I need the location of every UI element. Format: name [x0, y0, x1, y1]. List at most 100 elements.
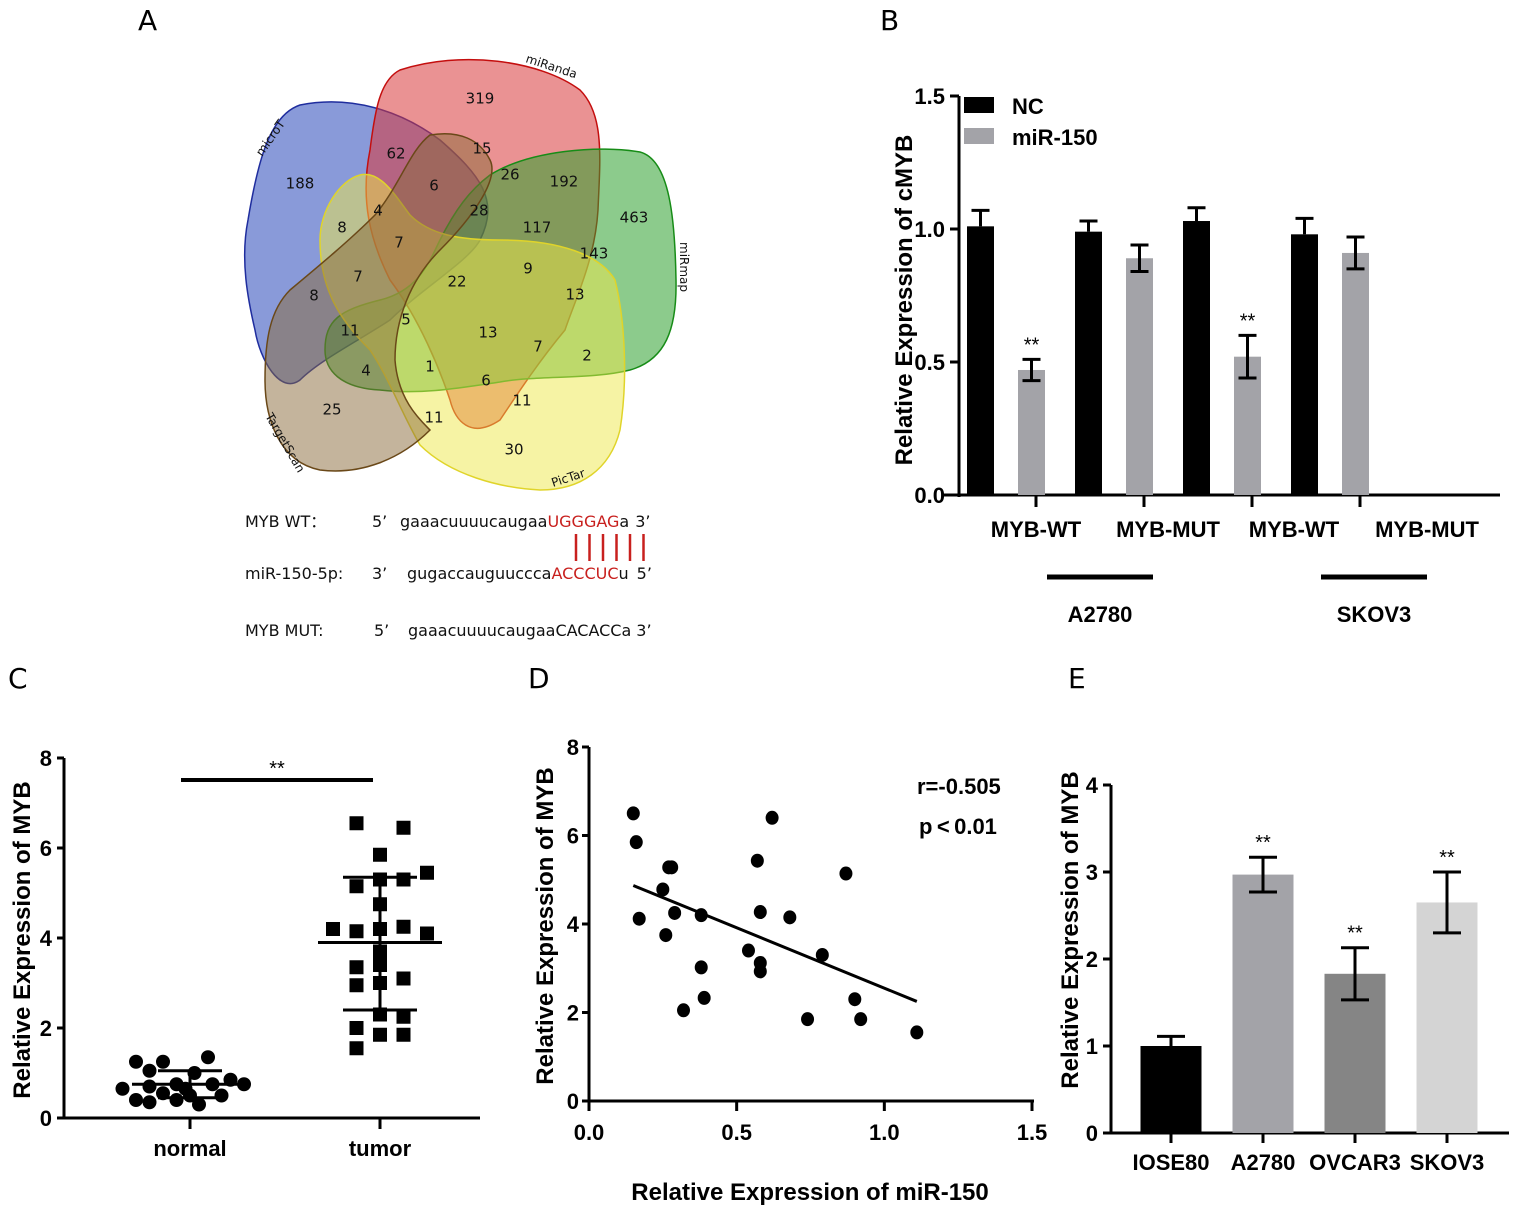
panel-letter-d: D: [528, 662, 550, 695]
bar-mir-150: [1018, 369, 1045, 495]
y-tick-label: 1.0: [914, 217, 945, 242]
seq-mut-5prime: 5’: [374, 621, 389, 640]
venn-region-count: 30: [504, 441, 523, 459]
data-point: [420, 926, 434, 941]
venn-region-count: 319: [466, 90, 495, 108]
y-tick-label: 1.5: [914, 84, 945, 109]
data-point: [142, 1079, 157, 1094]
bar-mir-150: [1234, 356, 1261, 495]
x-tick-label: 0.0: [574, 1120, 605, 1145]
seq-mut-3prime: 3’: [636, 621, 651, 640]
group-label: A2780: [1068, 602, 1133, 627]
data-point: [349, 1021, 364, 1035]
x-tick-label: 1.0: [869, 1120, 900, 1145]
x-tick-label: A2780: [1231, 1150, 1296, 1175]
venn-region-count: 6: [481, 372, 491, 390]
data-point: [349, 960, 364, 975]
data-point: [326, 922, 340, 936]
y-tick-label: 2: [567, 1001, 579, 1026]
bar: [1232, 874, 1294, 1133]
venn-region-count: 26: [500, 166, 519, 184]
data-point: [694, 960, 708, 975]
y-tick-label: 0: [567, 1089, 579, 1114]
data-point: [659, 928, 673, 943]
data-point: [396, 1027, 411, 1042]
venn-region-count: 7: [533, 338, 543, 356]
panel-letter-a: A: [138, 4, 157, 37]
data-point: [801, 1012, 815, 1027]
bar-nc: [967, 226, 994, 495]
data-point: [750, 853, 764, 868]
data-point: [626, 806, 640, 821]
panel-letter-b: B: [880, 4, 899, 37]
significance-label: **: [1255, 832, 1271, 854]
data-point: [214, 1088, 229, 1103]
data-point: [349, 816, 364, 831]
y-tick-label: 4: [567, 912, 580, 937]
y-axis-title: Relative Expression of MYB: [532, 767, 559, 1084]
data-point: [753, 964, 767, 979]
y-axis-title: Relative Expression of MYB: [1057, 771, 1084, 1088]
data-point: [142, 1063, 157, 1078]
data-point: [697, 990, 711, 1005]
venn-region-count: 463: [620, 209, 649, 227]
venn-region-count: 22: [447, 273, 466, 291]
data-point: [373, 1027, 387, 1042]
venn-region-count: 4: [361, 362, 371, 380]
x-tick-label: tumor: [349, 1136, 412, 1161]
bar-nc: [1075, 231, 1102, 495]
seq-mut-sequence: gaaacuuuucaugaaCACACCa 3’: [408, 621, 652, 640]
y-axis-title: Relative Expression of MYB: [9, 781, 36, 1098]
data-point: [677, 1003, 691, 1018]
y-tick-label: 4: [1086, 773, 1099, 798]
data-point: [129, 1093, 143, 1107]
venn-region-count: 62: [386, 145, 405, 163]
venn-region-count: 13: [478, 324, 497, 342]
venn-region-count: 117: [523, 219, 552, 237]
pairing-lines: [574, 534, 645, 561]
x-axis-title: Relative Expression of miR-150: [631, 1179, 988, 1206]
seq-wt-label: MYB WT：: [245, 512, 326, 531]
bar-nc: [1291, 234, 1318, 495]
group-label: SKOV3: [1337, 602, 1412, 627]
chart-b: 0.0 0.5 1.0 1.5 Relative Expression of cMYB *…: [891, 84, 1500, 627]
data-point: [848, 992, 862, 1007]
seq-mir-sequence: gugaccauguucccaACCCUCu 5’: [407, 564, 652, 583]
significance-label: **: [1240, 310, 1256, 332]
y-tick-label: 2: [1086, 947, 1098, 972]
data-point: [396, 820, 411, 835]
y-tick-label: 0: [1086, 1121, 1098, 1146]
x-tick-label: MYB-MUT: [1116, 517, 1220, 542]
data-point: [349, 978, 364, 993]
venn-region-count: 143: [580, 245, 609, 263]
x-tick-label: normal: [153, 1136, 226, 1161]
venn-region-count: 5: [401, 311, 411, 329]
data-point: [765, 810, 779, 825]
x-tick-label: 1.5: [1017, 1120, 1048, 1145]
seq-mir-3prime: 3’: [372, 564, 387, 583]
data-point: [349, 879, 364, 894]
y-tick-label: 1: [1086, 1034, 1098, 1059]
venn-region-count: 11: [340, 322, 359, 340]
y-tick-label: 8: [567, 735, 579, 760]
data-point: [420, 865, 434, 880]
legend-label: miR-150: [1012, 125, 1098, 150]
data-point: [169, 1093, 184, 1107]
venn-region-count: 2: [582, 347, 592, 365]
significance-label: **: [1347, 923, 1363, 945]
data-point: [129, 1054, 143, 1069]
venn-region-count: 25: [322, 401, 341, 419]
bar: [1140, 1046, 1202, 1133]
venn-region-count: 188: [286, 175, 315, 193]
y-tick-label: 0: [40, 1106, 52, 1131]
data-point: [629, 835, 643, 850]
correlation-annotation: r=-0.505: [917, 774, 1001, 799]
venn-region-count: 192: [550, 173, 579, 191]
venn-region-count: 11: [512, 392, 531, 410]
chart-d: 0 2 4 6 8 0.0 0.5 1.0 1.5 Relative Expression of …: [532, 735, 1047, 1206]
venn-region-count: 11: [424, 409, 443, 427]
y-tick-label: 8: [40, 746, 52, 771]
x-tick-label: MYB-MUT: [1375, 517, 1479, 542]
data-point: [396, 919, 411, 934]
